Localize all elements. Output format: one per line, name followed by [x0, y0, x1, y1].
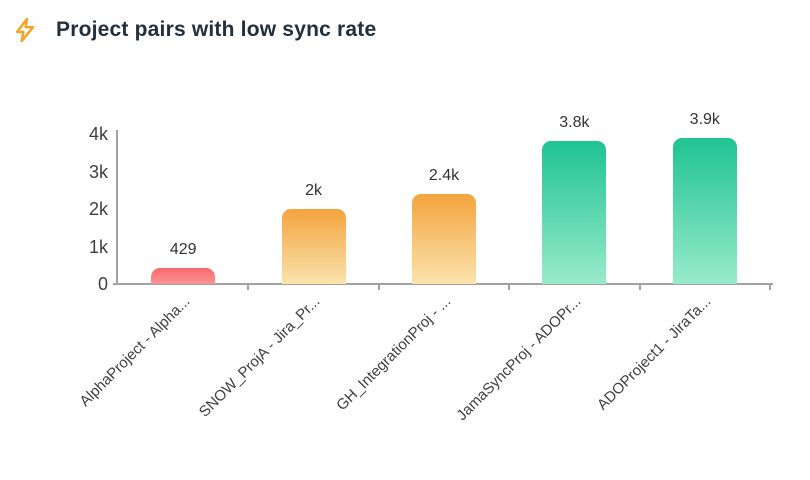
- bar[interactable]: [672, 138, 737, 284]
- bar-value-label: 2.4k: [428, 167, 460, 184]
- x-tick: [247, 283, 249, 290]
- x-axis-ticks: [118, 283, 771, 291]
- bar[interactable]: [412, 194, 476, 284]
- y-axis-labels: 0 1k 2k 3k 4k: [56, 124, 108, 294]
- category-label: AlphaProject - Alpha...: [76, 293, 194, 410]
- y-tick-label: 4k: [88, 124, 108, 144]
- y-tick-label: 2k: [88, 199, 108, 219]
- bar-value-label: 2k: [305, 182, 323, 199]
- y-axis-line: [116, 130, 118, 284]
- y-tick-label: 3k: [88, 161, 108, 182]
- x-tick: [639, 283, 641, 290]
- card-header: Project pairs with low sync rate: [10, 14, 376, 46]
- lightning-icon: [10, 14, 40, 46]
- bar[interactable]: [281, 209, 346, 284]
- x-tick: [769, 283, 771, 290]
- y-tick-label: 0: [97, 274, 108, 294]
- bar[interactable]: [542, 141, 607, 284]
- bar-value-label: 3.8k: [559, 114, 590, 131]
- x-axis-labels: AlphaProject - Alpha... SNOW_ProjA - Jira…: [76, 293, 770, 473]
- category-label: ADOProject1 - JiraTa...: [594, 293, 715, 414]
- x-axis-line: [113, 283, 773, 285]
- plot-area: 429 2k 2.4k 3.8k 3.9k: [118, 111, 770, 284]
- category-label: JamaSyncProj - ADOPr...: [453, 293, 585, 425]
- category-label: GH_IntegrationProj - ...: [332, 293, 455, 415]
- category-label: SNOW_ProjA - Jira_Pr...: [196, 293, 324, 421]
- bar-value-label: 429: [169, 241, 197, 258]
- chart-title: Project pairs with low sync rate: [56, 18, 377, 41]
- x-tick: [508, 283, 510, 290]
- bar-value-label: 3.9k: [689, 111, 720, 128]
- y-tick-label: 1k: [88, 236, 108, 257]
- x-tick: [378, 283, 380, 290]
- bar[interactable]: [151, 268, 216, 284]
